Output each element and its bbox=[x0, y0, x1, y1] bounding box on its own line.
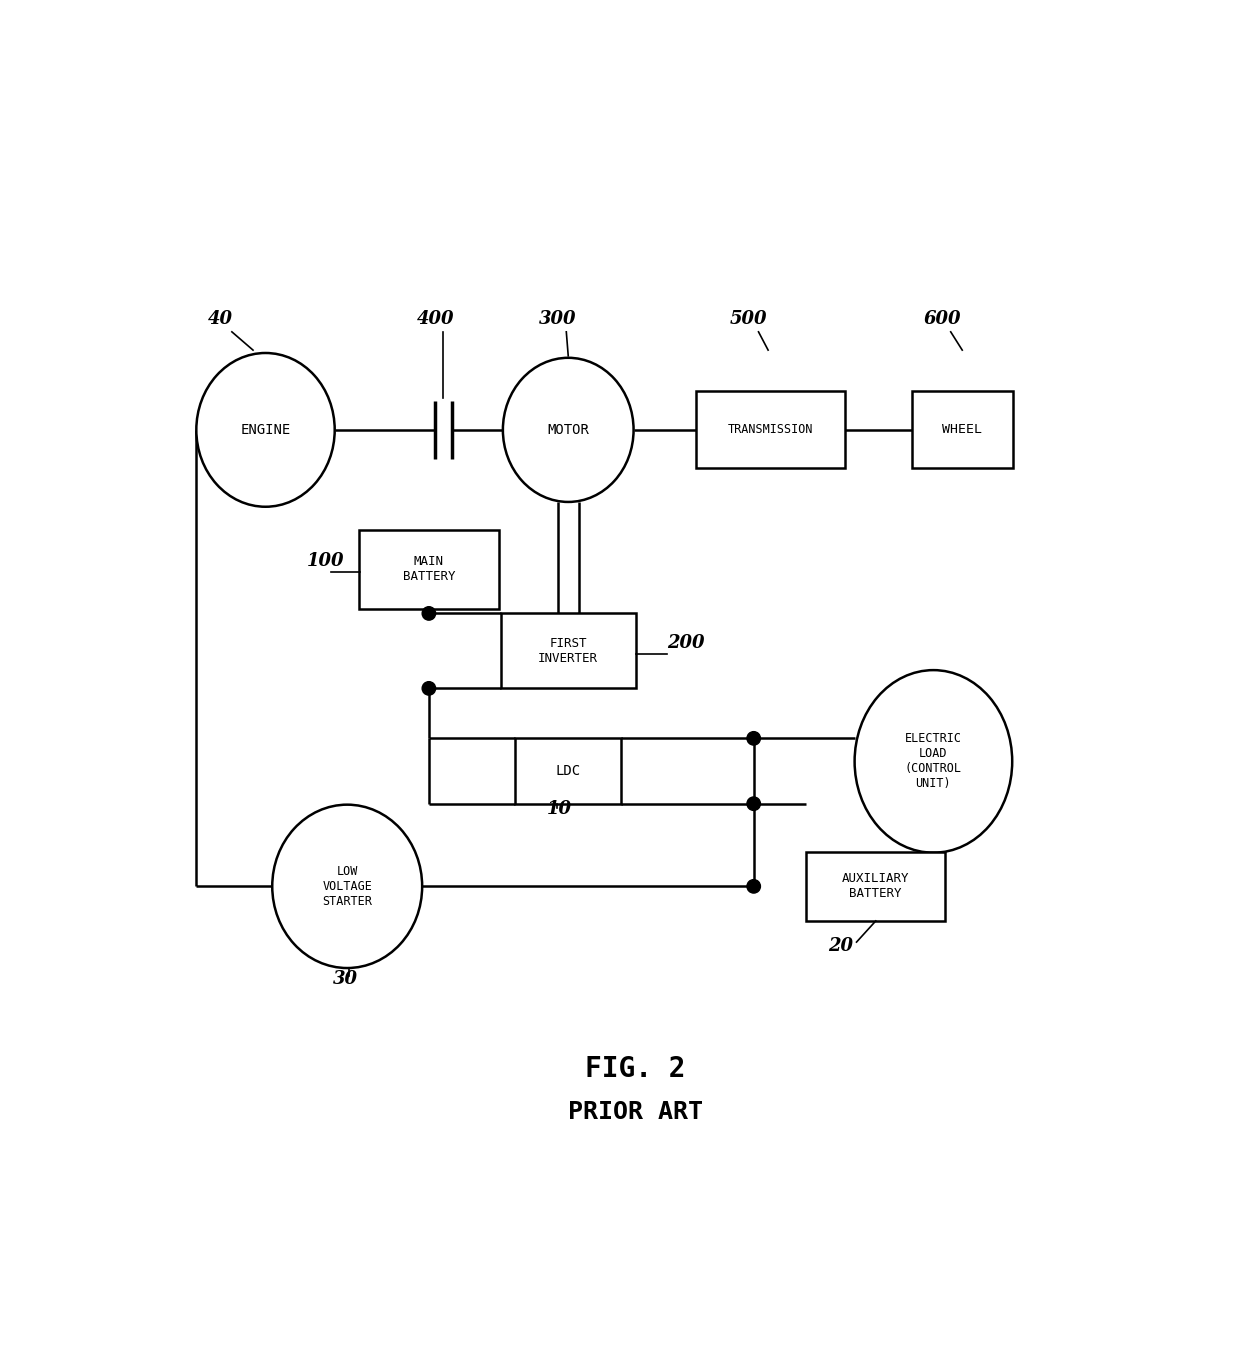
FancyBboxPatch shape bbox=[911, 392, 1013, 468]
Text: 100: 100 bbox=[306, 552, 345, 571]
FancyBboxPatch shape bbox=[696, 392, 844, 468]
Text: ELECTRIC
LOAD
(CONTROL
UNIT): ELECTRIC LOAD (CONTROL UNIT) bbox=[905, 732, 962, 790]
Text: 40: 40 bbox=[208, 310, 233, 328]
FancyBboxPatch shape bbox=[516, 739, 621, 804]
Text: ENGINE: ENGINE bbox=[241, 423, 290, 437]
Circle shape bbox=[746, 880, 760, 894]
FancyBboxPatch shape bbox=[501, 614, 635, 688]
Text: FIG. 2: FIG. 2 bbox=[585, 1055, 686, 1084]
Text: 10: 10 bbox=[547, 801, 572, 818]
Ellipse shape bbox=[503, 358, 634, 502]
Text: MOTOR: MOTOR bbox=[547, 423, 589, 437]
Circle shape bbox=[746, 732, 760, 746]
Ellipse shape bbox=[273, 805, 422, 968]
Text: 20: 20 bbox=[828, 937, 853, 954]
Text: FIRST
INVERTER: FIRST INVERTER bbox=[538, 637, 598, 665]
Text: 400: 400 bbox=[417, 310, 454, 328]
FancyBboxPatch shape bbox=[360, 530, 498, 608]
Text: PRIOR ART: PRIOR ART bbox=[568, 1100, 703, 1124]
Text: 200: 200 bbox=[667, 634, 704, 651]
Text: 300: 300 bbox=[539, 310, 577, 328]
FancyBboxPatch shape bbox=[806, 852, 945, 921]
Text: 600: 600 bbox=[924, 310, 961, 328]
Circle shape bbox=[746, 797, 760, 810]
Text: LDC: LDC bbox=[556, 765, 580, 778]
Text: TRANSMISSION: TRANSMISSION bbox=[728, 424, 812, 436]
Circle shape bbox=[422, 681, 435, 695]
Text: LOW
VOLTAGE
STARTER: LOW VOLTAGE STARTER bbox=[322, 865, 372, 907]
Circle shape bbox=[422, 607, 435, 621]
Text: MAIN
BATTERY: MAIN BATTERY bbox=[403, 555, 455, 583]
Ellipse shape bbox=[854, 670, 1012, 853]
Text: 500: 500 bbox=[729, 310, 768, 328]
Text: AUXILIARY
BATTERY: AUXILIARY BATTERY bbox=[842, 872, 909, 900]
Text: 30: 30 bbox=[332, 970, 358, 988]
Text: WHEEL: WHEEL bbox=[942, 424, 982, 436]
Ellipse shape bbox=[196, 353, 335, 506]
